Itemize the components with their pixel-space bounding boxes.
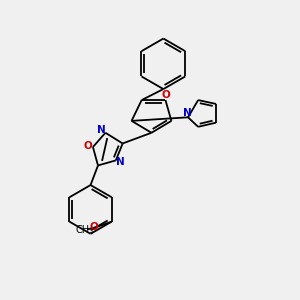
Text: N: N — [116, 157, 125, 167]
Text: O: O — [83, 140, 92, 151]
Text: N: N — [97, 125, 105, 135]
Text: O: O — [89, 222, 98, 232]
Text: N: N — [183, 108, 192, 118]
Text: O: O — [162, 90, 170, 100]
Text: CH₃: CH₃ — [75, 225, 93, 235]
